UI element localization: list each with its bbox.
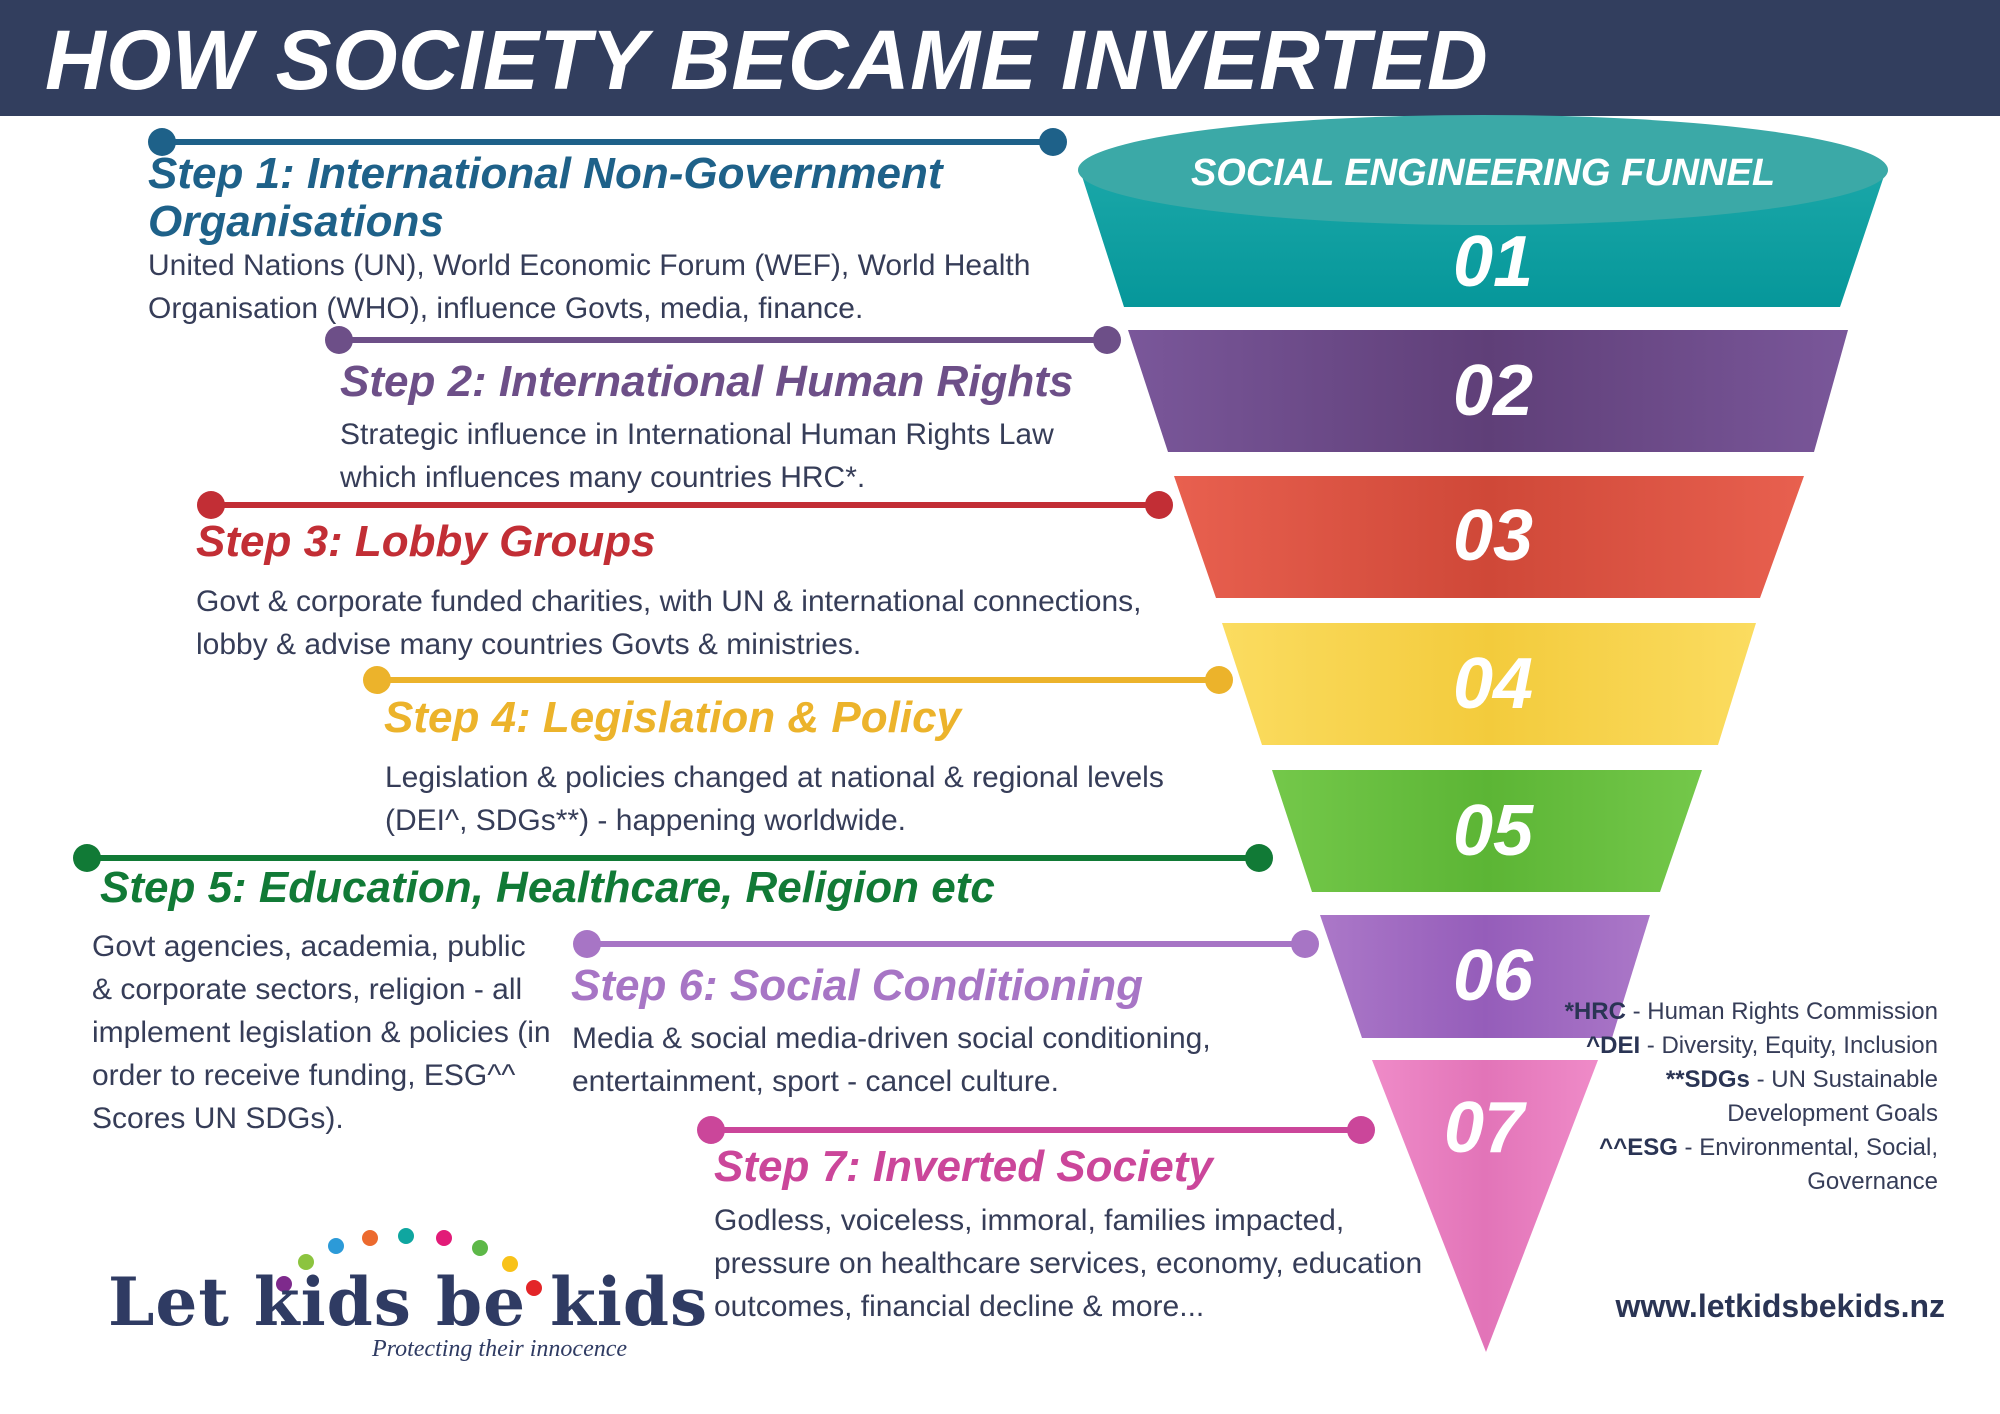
funnel-segment-02 (1128, 330, 1848, 452)
step-6-dot-left (573, 930, 601, 958)
step-6-connector (587, 941, 1305, 947)
step-4-dot-left (363, 666, 391, 694)
funnel-segment-07 (1372, 1060, 1598, 1352)
step-2-description: Strategic influence in International Hum… (340, 418, 1054, 494)
step-6-description: Media & social media-driven social condi… (572, 1022, 1211, 1098)
funnel-label: SOCIAL ENGINEERING FUNNEL (1191, 152, 1775, 194)
glossary-definition: - Human Rights Commission (1625, 998, 1938, 1025)
header-banner: HOW SOCIETY BECAME INVERTED (0, 0, 2000, 116)
step-1-connector (162, 139, 1054, 145)
logo-dot-icon (328, 1238, 344, 1254)
step-1-title: Step 1: International Non-Government Org… (148, 149, 943, 246)
step-3-description: Govt & corporate funded charities, with … (196, 585, 1142, 661)
step-7-description: Godless, voiceless, immoral, families im… (714, 1204, 1423, 1323)
logo-dot-icon (436, 1230, 452, 1246)
step-7-dot-left (697, 1116, 725, 1144)
logo-dot-icon (298, 1254, 314, 1270)
logo-dot-icon (362, 1230, 378, 1246)
glossary-item: *HRC - Human Rights Commission (1518, 995, 1938, 1029)
glossary-definition: - UN Sustainable Development Goals (1727, 1066, 1938, 1127)
step-2-title: Step 2: International Human Rights (340, 357, 1074, 406)
glossary-term: ^DEI (1586, 1032, 1641, 1059)
glossary-item: ^^ESG - Environmental, Social, Governanc… (1518, 1131, 1938, 1199)
logo-dot-icon (526, 1280, 542, 1296)
logo-dot-icon (472, 1240, 488, 1256)
step-7-connector (711, 1127, 1361, 1133)
glossary-definition: - Diversity, Equity, Inclusion (1640, 1032, 1938, 1059)
logo-dot-icon (276, 1276, 292, 1292)
glossary-term: ^^ESG (1599, 1134, 1678, 1161)
step-5-connector (87, 855, 1259, 861)
step-1-dot-right (1039, 128, 1067, 156)
logo-dot-icon (502, 1256, 518, 1272)
step-6-title: Step 6: Social Conditioning (571, 961, 1143, 1010)
funnel-number-01: 01 (1453, 222, 1533, 302)
funnel-number-07: 07 (1444, 1088, 1527, 1168)
funnel-number-03: 03 (1453, 496, 1533, 576)
glossary-item: **SDGs - UN Sustainable Development Goal… (1518, 1063, 1938, 1131)
funnel-number-04: 04 (1453, 644, 1533, 724)
step-4-connector (377, 677, 1219, 683)
step-7-dot-right (1347, 1116, 1375, 1144)
step-4-dot-right (1205, 666, 1233, 694)
step-1-dot-left (148, 128, 176, 156)
glossary-item: ^DEI - Diversity, Equity, Inclusion (1518, 1029, 1938, 1063)
glossary-term: **SDGs (1665, 1066, 1750, 1093)
funnel-number-06: 06 (1453, 936, 1534, 1016)
step-3-connector (211, 502, 1159, 508)
step-6-dot-right (1291, 930, 1319, 958)
step-5-description: Govt agencies, academia, public & corpor… (92, 930, 551, 1135)
step-1-description: United Nations (UN), World Economic Foru… (148, 249, 1031, 325)
glossary: *HRC - Human Rights Commission ^DEI - Di… (1518, 995, 1938, 1199)
step-3-dot-right (1145, 491, 1173, 519)
step-4-title: Step 4: Legislation & Policy (384, 693, 962, 742)
step-5-title: Step 5: Education, Healthcare, Religion … (100, 863, 995, 912)
step-3-dot-left (197, 491, 225, 519)
step-5-dot-left (73, 844, 101, 872)
funnel-segment-03 (1174, 476, 1804, 598)
step-2-dot-left (325, 326, 353, 354)
funnel-segment-04 (1222, 623, 1756, 745)
step-2-connector (339, 337, 1107, 343)
step-3-title: Step 3: Lobby Groups (196, 517, 656, 566)
website-link[interactable]: www.letkidsbekids.nz (1615, 1288, 1945, 1324)
step-7-title: Step 7: Inverted Society (714, 1142, 1213, 1191)
step-4-description: Legislation & policies changed at nation… (385, 761, 1164, 837)
step-5-dot-right (1245, 844, 1273, 872)
logo-tagline: Protecting their innocence (372, 1336, 628, 1362)
funnel-number-05: 05 (1453, 791, 1534, 871)
step-2-dot-right (1093, 326, 1121, 354)
glossary-term: *HRC (1564, 998, 1626, 1025)
logo-name: Let kids be kids (108, 1263, 709, 1341)
glossary-definition: - Environmental, Social, Governance (1677, 1134, 1938, 1195)
logo-dot-icon (398, 1228, 414, 1244)
funnel-top-ellipse (1078, 115, 1888, 225)
funnel-segment-05 (1272, 770, 1702, 892)
funnel-number-02: 02 (1453, 351, 1533, 431)
funnel-segment-06 (1320, 915, 1650, 1038)
page-title: HOW SOCIETY BECAME INVERTED (45, 13, 1489, 107)
